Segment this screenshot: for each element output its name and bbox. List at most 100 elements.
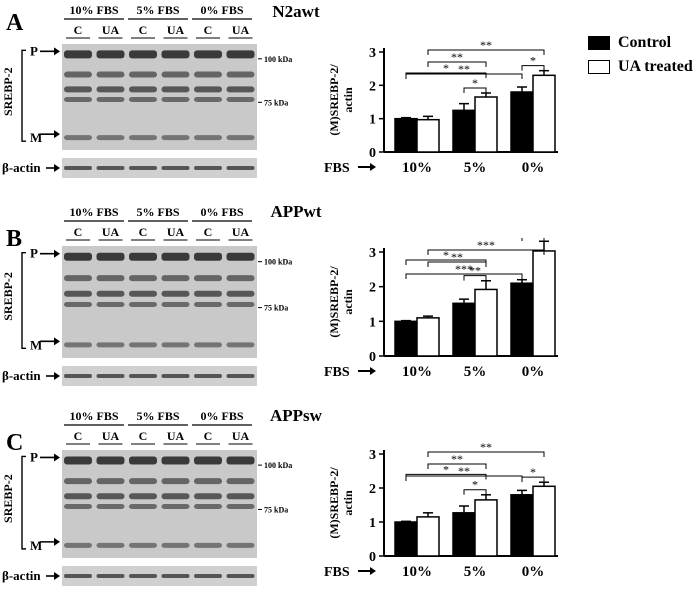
gel-band (64, 456, 92, 464)
gel-background (62, 246, 257, 358)
y-tick-label: 0 (369, 146, 376, 161)
gel-band (97, 275, 125, 281)
protein-bracket (22, 456, 26, 548)
gel-band (97, 504, 125, 509)
gel-band (162, 302, 190, 307)
significance-label: * (472, 76, 478, 90)
bar-control (453, 110, 475, 152)
actin-band (97, 166, 125, 170)
gel-band (162, 50, 190, 58)
gel-background (62, 44, 257, 150)
actin-band (129, 166, 157, 170)
band-m-label: M (30, 538, 42, 553)
gel-band (194, 302, 222, 307)
bar-ua (475, 500, 497, 556)
x-axis-label: FBS (324, 161, 350, 176)
y-tick-label: 1 (369, 315, 376, 330)
gel-band (97, 456, 125, 464)
actin-band (64, 166, 92, 170)
marker-100-label: 100 kDa (264, 461, 292, 470)
y-axis-label-line1: (M)SREBP-2/ (327, 64, 341, 136)
gel-band (162, 135, 190, 140)
x-axis-label: FBS (324, 565, 350, 580)
x-tick-label: 10% (402, 160, 432, 176)
lane-label: C (204, 429, 213, 443)
actin-label: β-actin (2, 568, 41, 583)
gel-band (162, 253, 190, 261)
bar-ua (417, 318, 439, 356)
gel-band (97, 493, 125, 499)
gel-band (97, 97, 125, 102)
gel-band (227, 342, 255, 347)
gel-band (162, 291, 190, 297)
gel-band (64, 135, 92, 140)
significance-label: ** (458, 464, 470, 478)
lane-label: UA (232, 23, 250, 37)
band-p-label: P (30, 449, 38, 464)
actin-band (162, 166, 190, 170)
gel-band (64, 302, 92, 307)
lane-label: UA (102, 23, 120, 37)
bar-control (511, 92, 533, 152)
y-tick-label: 2 (369, 281, 376, 296)
bar-control (453, 303, 475, 356)
gel-band (162, 504, 190, 509)
gel-band (129, 72, 157, 78)
band-p-label: P (30, 43, 38, 58)
actin-label: β-actin (2, 368, 41, 383)
gel-band (129, 493, 157, 499)
band-m-label: M (30, 337, 42, 352)
protein-bracket (22, 253, 26, 349)
gel-band (227, 135, 255, 140)
lane-label: C (204, 225, 213, 239)
y-tick-label: 1 (369, 113, 376, 128)
actin-band (194, 374, 222, 378)
y-axis-label-line1: (M)SREBP-2/ (327, 266, 341, 338)
gel-band (97, 72, 125, 78)
gel-band (64, 342, 92, 347)
gel-band (64, 504, 92, 509)
marker-100-label: 100 kDa (264, 258, 292, 267)
significance-label: ** (451, 452, 463, 466)
condition-label: 5% FBS (136, 410, 179, 423)
gel-band (64, 543, 92, 548)
gel-band (227, 253, 255, 261)
gel-band (97, 86, 125, 92)
gel-band (227, 456, 255, 464)
bar-control (511, 495, 533, 556)
bar-ua (533, 486, 555, 556)
actin-band (194, 166, 222, 170)
x-tick-label: 0% (522, 364, 545, 380)
significance-label: * (472, 478, 478, 492)
gel-band (227, 493, 255, 499)
y-axis-label-line2: actin (341, 87, 355, 113)
y-axis-label-line2: actin (341, 289, 355, 315)
band-arrow-head (54, 538, 60, 546)
y-tick-label: 0 (369, 350, 376, 365)
gel-band (129, 302, 157, 307)
gel-band (162, 72, 190, 78)
gel-band (227, 50, 255, 58)
significance-label: ** (458, 62, 470, 76)
condition-label: 5% FBS (136, 4, 179, 17)
bar-ua (417, 517, 439, 556)
gel-band (64, 478, 92, 484)
significance-label: ** (451, 50, 463, 64)
x-axis-arrow-head (370, 367, 376, 375)
condition-label: 0% FBS (200, 410, 243, 423)
gel-band (227, 302, 255, 307)
x-axis-label: FBS (324, 365, 350, 380)
protein-label: SREBP-2 (1, 474, 15, 523)
band-m-label: M (30, 130, 42, 145)
y-tick-label: 2 (369, 79, 376, 94)
gel-band (194, 456, 222, 464)
gel-band (227, 72, 255, 78)
gel-band (129, 50, 157, 58)
x-tick-label: 10% (402, 364, 432, 380)
bar-ua (475, 97, 497, 152)
